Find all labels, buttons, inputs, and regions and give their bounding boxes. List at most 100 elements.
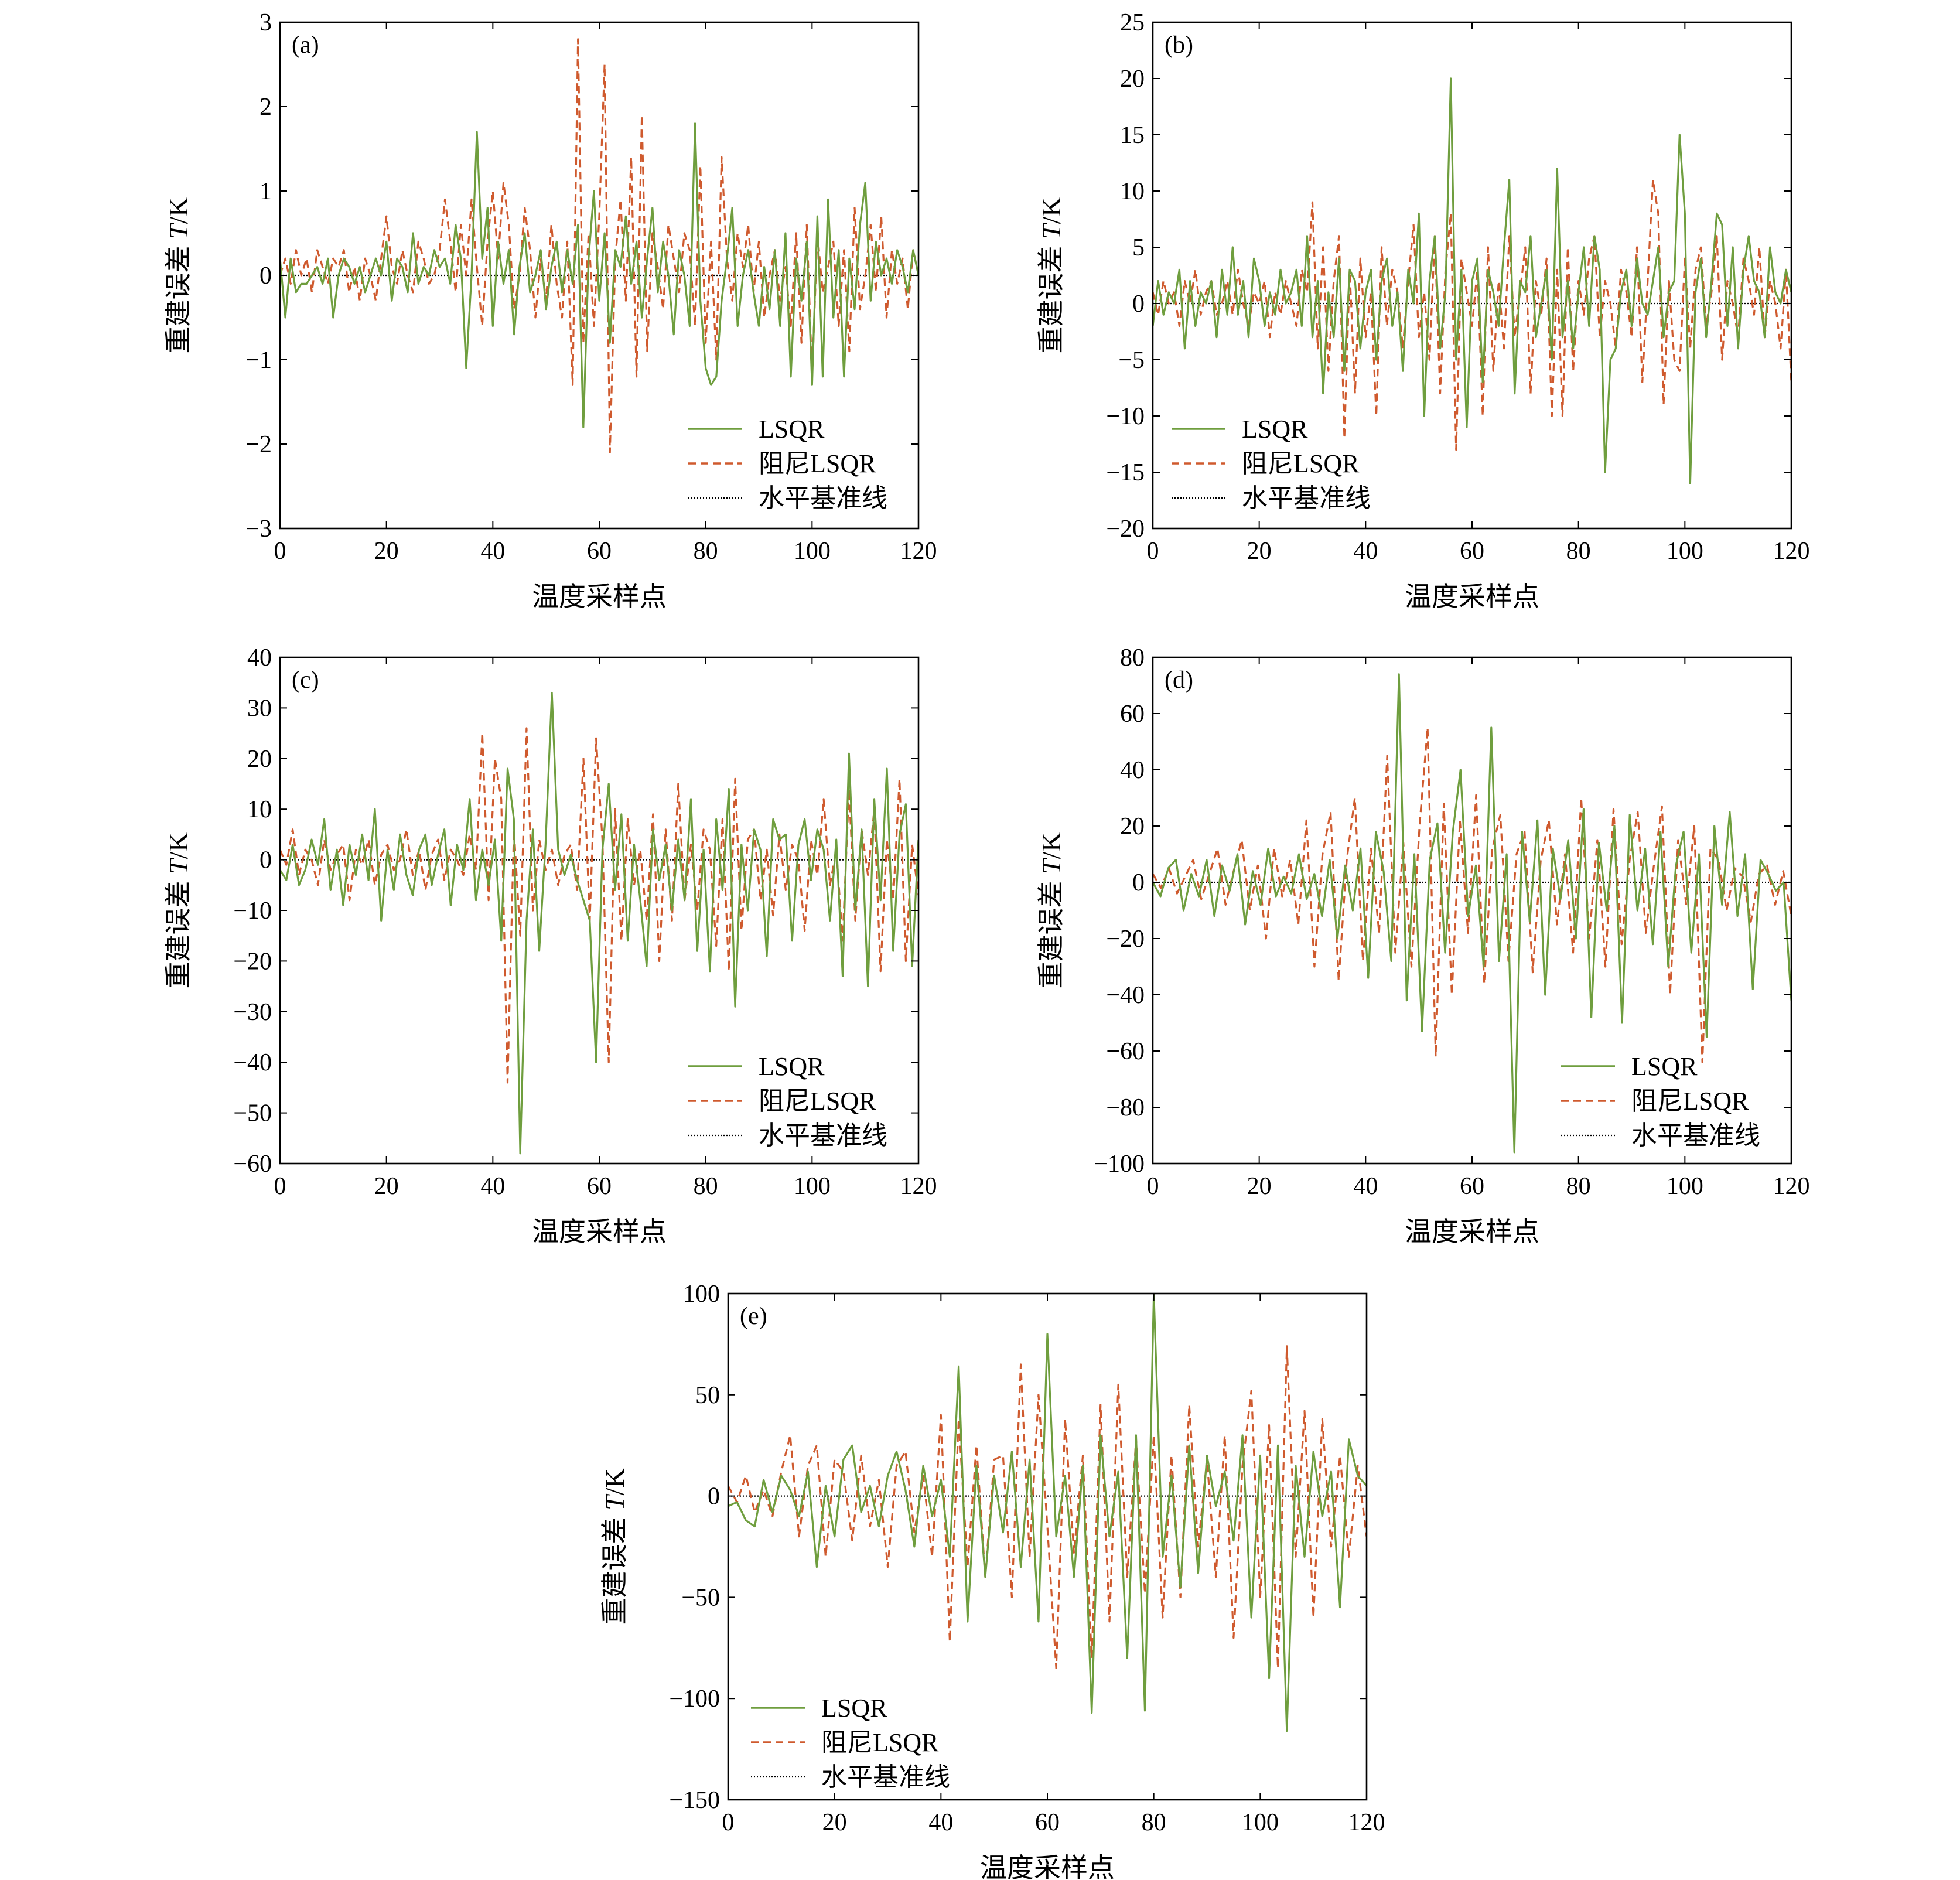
y-tick-label: 0 bbox=[259, 262, 272, 289]
x-axis-title: 温度采样点 bbox=[532, 582, 667, 612]
series-damped-lsqr-line bbox=[1153, 726, 1791, 1063]
legend-baseline-label: 水平基准线 bbox=[1631, 1121, 1760, 1150]
chart-panel-2: 0 20 40 60 80 100 120 −20 −15 −10 −5 0 5 10 15 20 25 (b) 温… bbox=[1036, 9, 1810, 612]
legend: LSQR 阻尼LSQR 水平基准线 bbox=[1172, 415, 1371, 513]
y-axis-title-symbol: T bbox=[163, 857, 193, 874]
x-tick-label: 40 bbox=[480, 1173, 505, 1200]
y-tick-label: 0 bbox=[1132, 291, 1145, 318]
x-tick-label: 120 bbox=[1348, 1809, 1385, 1836]
legend-baseline: 水平基准线 bbox=[1172, 484, 1371, 513]
legend-damped-lsqr: 阻尼LSQR bbox=[1172, 449, 1360, 478]
legend: LSQR 阻尼LSQR 水平基准线 bbox=[688, 1052, 887, 1150]
y-tick-label: −3 bbox=[245, 516, 272, 542]
legend-baseline-label: 水平基准线 bbox=[821, 1763, 950, 1792]
legend-lsqr-label: LSQR bbox=[1631, 1052, 1698, 1081]
x-tick-label: 20 bbox=[1247, 538, 1272, 565]
panel-label: (a) bbox=[292, 32, 319, 59]
y-tick-label: −50 bbox=[233, 1100, 272, 1127]
legend-damped-lsqr: 阻尼LSQR bbox=[751, 1728, 939, 1757]
y-tick-label: 60 bbox=[1120, 701, 1145, 728]
legend-lsqr-label: LSQR bbox=[1242, 415, 1308, 443]
y-tick-label: 10 bbox=[1120, 178, 1145, 205]
y-axis-title: 重建误差 T/K bbox=[163, 832, 193, 988]
y-tick-label: −20 bbox=[1106, 926, 1145, 953]
legend-lsqr: LSQR bbox=[751, 1694, 887, 1722]
x-tick-label: 100 bbox=[794, 538, 831, 565]
series-damped-lsqr-line bbox=[280, 38, 918, 454]
y-axis-title: 重建误差 T/K bbox=[1036, 197, 1066, 353]
legend-lsqr: LSQR bbox=[1561, 1052, 1698, 1081]
chart-panel-1: 0 20 40 60 80 100 120 −3 −2 −1 0 1 2 3 (a) 温度采样点 重建误差 T/… bbox=[163, 9, 937, 612]
y-tick-label: 15 bbox=[1120, 122, 1145, 149]
y-tick-label: −1 bbox=[245, 347, 272, 374]
x-axis-title: 温度采样点 bbox=[532, 1217, 667, 1247]
y-axis-title-text: 重建误差 bbox=[163, 874, 193, 989]
y-axis-title-symbol: T bbox=[163, 222, 193, 239]
y-tick-label: −10 bbox=[233, 898, 272, 924]
legend-damped-lsqr-label: 阻尼LSQR bbox=[1631, 1087, 1749, 1115]
x-tick-label: 60 bbox=[587, 1173, 612, 1200]
legend-baseline-label: 水平基准线 bbox=[759, 1121, 887, 1150]
legend-baseline: 水平基准线 bbox=[688, 1121, 887, 1150]
y-axis-title: 重建误差 T/K bbox=[163, 197, 193, 353]
y-axis-title-unit: /K bbox=[600, 1468, 630, 1495]
x-tick-label: 40 bbox=[928, 1809, 953, 1836]
y-tick-label: −20 bbox=[1106, 516, 1145, 542]
y-tick-label: 50 bbox=[695, 1382, 720, 1409]
y-tick-label: −5 bbox=[1118, 347, 1145, 374]
y-tick-label: 20 bbox=[1120, 66, 1145, 93]
y-tick-label: 2 bbox=[259, 94, 272, 121]
y-axis-title-symbol: T bbox=[1036, 222, 1066, 239]
y-tick-label: −40 bbox=[1106, 982, 1145, 1009]
y-tick-label: −50 bbox=[681, 1584, 720, 1611]
y-tick-label: −60 bbox=[1106, 1038, 1145, 1065]
x-axis-title: 温度采样点 bbox=[980, 1853, 1115, 1880]
x-tick-label: 0 bbox=[722, 1809, 735, 1836]
x-tick-label: 60 bbox=[1035, 1809, 1060, 1836]
x-tick-label: 80 bbox=[1142, 1809, 1166, 1836]
y-tick-label: 20 bbox=[1120, 813, 1145, 840]
x-tick-label: 120 bbox=[1773, 1173, 1810, 1200]
legend-damped-lsqr-label: 阻尼LSQR bbox=[759, 1087, 876, 1115]
x-tick-label: 0 bbox=[274, 1173, 286, 1200]
series-lsqr-line bbox=[280, 691, 918, 1155]
x-tick-label: 80 bbox=[1566, 538, 1591, 565]
legend-baseline: 水平基准线 bbox=[751, 1763, 950, 1792]
x-tick-label: 80 bbox=[694, 1173, 718, 1200]
x-tick-label: 20 bbox=[1247, 1173, 1272, 1200]
chart-panel-5: 0 20 40 60 80 100 120 −150 −100 −50 0 50 100 (e) 温度采样点… bbox=[600, 1281, 1385, 1880]
legend-baseline: 水平基准线 bbox=[1561, 1121, 1760, 1150]
series-damped-lsqr-line bbox=[728, 1345, 1367, 1669]
y-tick-label: −100 bbox=[669, 1685, 720, 1712]
y-axis-title-unit: /K bbox=[1036, 832, 1066, 859]
y-tick-label: −80 bbox=[1106, 1094, 1145, 1121]
x-tick-label: 60 bbox=[1460, 1173, 1484, 1200]
x-tick-label: 20 bbox=[374, 538, 399, 565]
x-tick-label: 60 bbox=[1460, 538, 1484, 565]
x-tick-label: 120 bbox=[1773, 538, 1810, 565]
legend-lsqr-label: LSQR bbox=[759, 1052, 825, 1081]
y-tick-label: −15 bbox=[1106, 459, 1145, 486]
y-tick-label: 40 bbox=[1120, 757, 1145, 784]
legend-baseline-label: 水平基准线 bbox=[759, 484, 887, 513]
y-axis-title-text: 重建误差 bbox=[1036, 239, 1066, 354]
legend-lsqr: LSQR bbox=[1172, 415, 1308, 443]
x-tick-label: 0 bbox=[1147, 1173, 1159, 1200]
y-tick-label: −10 bbox=[1106, 403, 1145, 430]
panel-label: (d) bbox=[1165, 667, 1193, 694]
x-tick-label: 0 bbox=[1147, 538, 1159, 565]
y-tick-label: −100 bbox=[1094, 1151, 1145, 1178]
x-tick-label: 20 bbox=[822, 1809, 847, 1836]
legend-lsqr-label: LSQR bbox=[759, 415, 825, 443]
legend-lsqr-label: LSQR bbox=[821, 1694, 887, 1722]
y-tick-label: 20 bbox=[247, 746, 272, 773]
panel-label: (c) bbox=[292, 667, 319, 694]
panel-label: (e) bbox=[740, 1303, 767, 1330]
x-tick-label: 100 bbox=[1242, 1809, 1279, 1836]
y-tick-label: 25 bbox=[1120, 9, 1145, 36]
chart-panel-4: 0 20 40 60 80 100 120 −100 −80 −60 −40 −20 0 20 40 60 80… bbox=[1036, 644, 1810, 1247]
series-lsqr-line bbox=[728, 1294, 1367, 1732]
x-tick-label: 60 bbox=[587, 538, 612, 565]
y-tick-label: −150 bbox=[669, 1787, 720, 1814]
legend-damped-lsqr-label: 阻尼LSQR bbox=[821, 1728, 939, 1757]
